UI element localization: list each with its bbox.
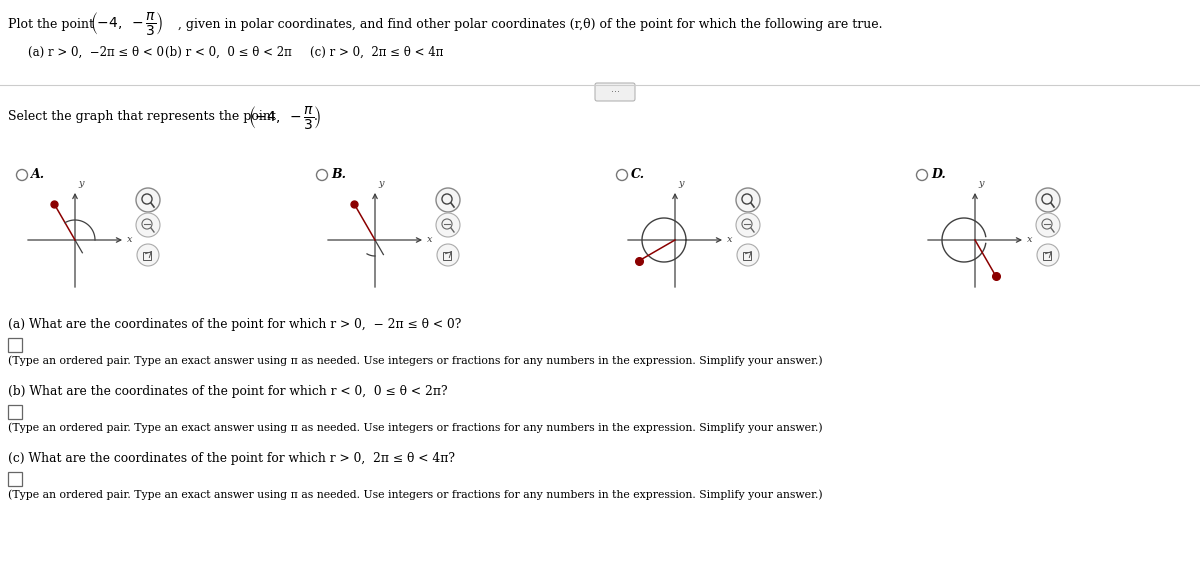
Text: y: y	[378, 179, 384, 188]
Circle shape	[136, 188, 160, 212]
Circle shape	[737, 244, 760, 266]
Circle shape	[136, 213, 160, 237]
Text: x: x	[1027, 236, 1032, 245]
Text: x: x	[427, 236, 432, 245]
Text: (a) r > 0,  −2π ≤ θ < 0: (a) r > 0, −2π ≤ θ < 0	[28, 46, 164, 59]
Text: , given in polar coordinates, and find other polar coordinates (r,θ) of the poin: , given in polar coordinates, and find o…	[178, 18, 882, 31]
Circle shape	[437, 244, 458, 266]
Circle shape	[1036, 213, 1060, 237]
Text: C.: C.	[631, 168, 646, 182]
Text: Select the graph that represents the point: Select the graph that represents the poi…	[8, 110, 276, 123]
Circle shape	[137, 244, 158, 266]
Text: y: y	[978, 179, 984, 188]
Text: y: y	[678, 179, 684, 188]
FancyBboxPatch shape	[8, 405, 22, 419]
Text: (b) r < 0,  0 ≤ θ < 2π: (b) r < 0, 0 ≤ θ < 2π	[166, 46, 292, 59]
Text: D.: D.	[931, 168, 946, 182]
Text: $\left(-4,\;-\dfrac{\pi}{3}\right)$: $\left(-4,\;-\dfrac{\pi}{3}\right)$	[248, 104, 322, 131]
Text: (c) What are the coordinates of the point for which r > 0,  2π ≤ θ < 4π?: (c) What are the coordinates of the poin…	[8, 452, 455, 465]
FancyBboxPatch shape	[595, 83, 635, 101]
Circle shape	[736, 213, 760, 237]
Circle shape	[436, 213, 460, 237]
Text: y: y	[78, 179, 84, 188]
Circle shape	[736, 188, 760, 212]
Text: (Type an ordered pair. Type an exact answer using π as needed. Use integers or f: (Type an ordered pair. Type an exact ans…	[8, 489, 823, 500]
Circle shape	[1036, 188, 1060, 212]
Text: (Type an ordered pair. Type an exact answer using π as needed. Use integers or f: (Type an ordered pair. Type an exact ans…	[8, 355, 823, 366]
Text: B.: B.	[331, 168, 346, 182]
FancyBboxPatch shape	[8, 338, 22, 352]
FancyBboxPatch shape	[8, 472, 22, 486]
Circle shape	[1037, 244, 1060, 266]
Text: (b) What are the coordinates of the point for which r < 0,  0 ≤ θ < 2π?: (b) What are the coordinates of the poin…	[8, 385, 448, 398]
Text: ···: ···	[611, 87, 619, 97]
Text: A.: A.	[31, 168, 46, 182]
Text: (a) What are the coordinates of the point for which r > 0,  − 2π ≤ θ < 0?: (a) What are the coordinates of the poin…	[8, 318, 461, 331]
Text: (c) r > 0,  2π ≤ θ < 4π: (c) r > 0, 2π ≤ θ < 4π	[310, 46, 443, 59]
Text: x: x	[127, 236, 132, 245]
Text: $\left(-4,\;-\dfrac{\pi}{3}\right)$: $\left(-4,\;-\dfrac{\pi}{3}\right)$	[90, 10, 163, 37]
Text: (Type an ordered pair. Type an exact answer using π as needed. Use integers or f: (Type an ordered pair. Type an exact ans…	[8, 422, 823, 433]
Text: x: x	[727, 236, 732, 245]
Circle shape	[436, 188, 460, 212]
Text: .: .	[314, 110, 318, 123]
Text: Plot the point: Plot the point	[8, 18, 94, 31]
